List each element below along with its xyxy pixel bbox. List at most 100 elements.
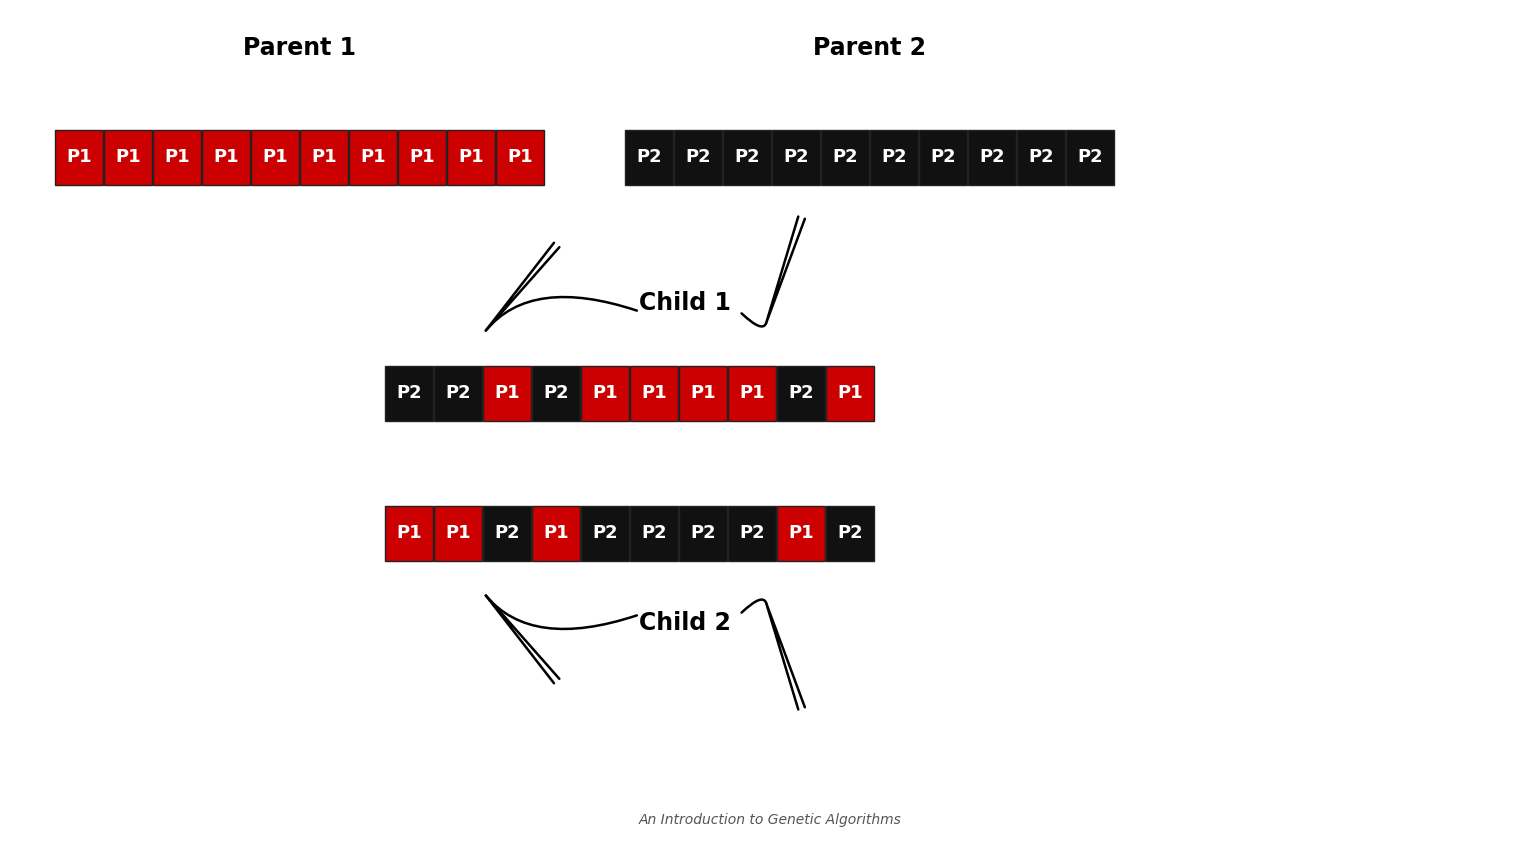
Bar xyxy=(251,129,299,185)
Bar xyxy=(825,365,875,420)
Text: P2: P2 xyxy=(690,524,716,542)
Text: P1: P1 xyxy=(507,148,533,166)
Bar xyxy=(825,506,875,560)
Text: P2: P2 xyxy=(832,148,858,166)
Text: P2: P2 xyxy=(788,384,813,402)
Bar xyxy=(55,129,103,185)
Text: P1: P1 xyxy=(116,148,140,166)
Bar xyxy=(350,129,397,185)
Bar xyxy=(772,129,819,185)
Text: P1: P1 xyxy=(544,524,568,542)
Bar xyxy=(55,129,103,185)
Bar xyxy=(722,129,772,185)
Bar xyxy=(152,129,202,185)
Bar xyxy=(1066,129,1113,185)
Bar xyxy=(1066,129,1113,185)
Bar xyxy=(728,506,776,560)
Bar xyxy=(105,129,152,185)
Text: P2: P2 xyxy=(1029,148,1053,166)
Text: An Introduction to Genetic Algorithms: An Introduction to Genetic Algorithms xyxy=(639,813,901,827)
Text: P1: P1 xyxy=(311,148,337,166)
Bar xyxy=(397,129,447,185)
Bar xyxy=(496,129,544,185)
Bar xyxy=(385,506,433,560)
Bar xyxy=(447,129,494,185)
Text: Child 2: Child 2 xyxy=(639,610,730,635)
Text: P1: P1 xyxy=(213,148,239,166)
Text: P2: P2 xyxy=(593,524,618,542)
Text: P2: P2 xyxy=(930,148,956,166)
Text: P1: P1 xyxy=(410,148,434,166)
Text: P2: P2 xyxy=(396,384,422,402)
Bar xyxy=(350,129,397,185)
Text: Parent 1: Parent 1 xyxy=(243,36,356,60)
Bar xyxy=(447,129,494,185)
Bar xyxy=(484,365,531,420)
Text: P2: P2 xyxy=(838,524,862,542)
Text: P2: P2 xyxy=(784,148,808,166)
Bar xyxy=(870,129,918,185)
Text: P1: P1 xyxy=(641,384,667,402)
Text: P2: P2 xyxy=(881,148,907,166)
Bar xyxy=(484,506,531,560)
Text: P1: P1 xyxy=(360,148,387,166)
Bar xyxy=(300,129,348,185)
Text: P1: P1 xyxy=(459,148,484,166)
Bar xyxy=(675,129,722,185)
Text: P1: P1 xyxy=(66,148,92,166)
Text: P1: P1 xyxy=(838,384,862,402)
Text: P2: P2 xyxy=(445,384,471,402)
Bar xyxy=(385,365,433,420)
Text: P2: P2 xyxy=(979,148,1004,166)
Text: P1: P1 xyxy=(593,384,618,402)
Bar xyxy=(581,506,628,560)
Bar xyxy=(531,506,581,560)
Bar xyxy=(919,129,967,185)
Bar xyxy=(821,129,869,185)
Bar xyxy=(969,129,1016,185)
Bar xyxy=(202,129,249,185)
Bar xyxy=(969,129,1016,185)
Bar xyxy=(434,365,482,420)
Bar xyxy=(300,129,348,185)
Bar xyxy=(679,506,727,560)
Bar xyxy=(825,506,875,560)
Text: P2: P2 xyxy=(735,148,759,166)
Bar xyxy=(496,129,544,185)
Bar xyxy=(919,129,967,185)
Bar xyxy=(679,506,727,560)
Bar xyxy=(675,129,722,185)
Bar xyxy=(434,506,482,560)
Text: P2: P2 xyxy=(636,148,662,166)
Bar xyxy=(484,506,531,560)
Text: P2: P2 xyxy=(494,524,521,542)
Bar xyxy=(385,365,433,420)
Bar xyxy=(630,506,678,560)
Bar xyxy=(1016,129,1066,185)
Bar xyxy=(778,365,825,420)
Bar xyxy=(728,365,776,420)
Bar xyxy=(821,129,869,185)
Bar xyxy=(251,129,299,185)
Bar xyxy=(385,506,433,560)
Text: P2: P2 xyxy=(544,384,568,402)
Bar xyxy=(202,129,249,185)
Bar xyxy=(778,365,825,420)
Bar xyxy=(679,365,727,420)
Text: Parent 2: Parent 2 xyxy=(813,36,926,60)
Bar xyxy=(778,506,825,560)
Bar xyxy=(630,365,678,420)
Bar xyxy=(778,506,825,560)
Bar xyxy=(531,365,581,420)
Bar xyxy=(581,365,628,420)
Text: P1: P1 xyxy=(739,384,765,402)
Text: P2: P2 xyxy=(1076,148,1103,166)
Text: P2: P2 xyxy=(739,524,765,542)
Bar xyxy=(581,365,628,420)
Bar xyxy=(484,365,531,420)
Bar xyxy=(1016,129,1066,185)
Text: P1: P1 xyxy=(445,524,471,542)
Text: P1: P1 xyxy=(690,384,716,402)
Bar xyxy=(679,365,727,420)
Bar xyxy=(397,129,447,185)
